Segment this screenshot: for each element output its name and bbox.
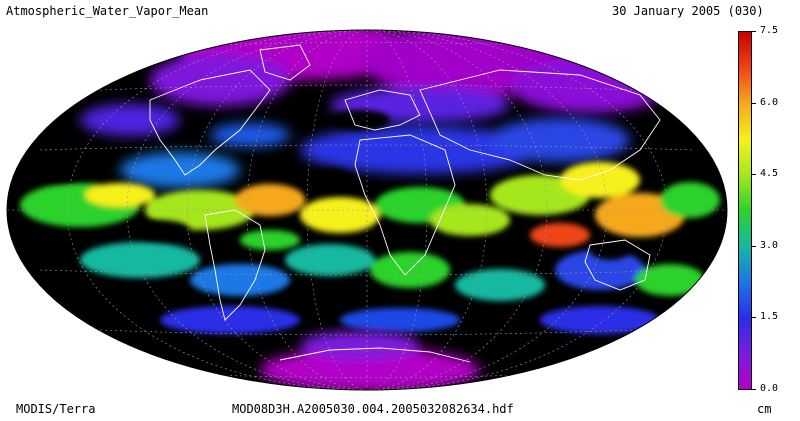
legend-tick-label: 1.5 [760,311,779,323]
legend-tick-mark [752,174,756,176]
graticule [7,30,727,390]
coastlines [149,44,661,363]
map-title: Atmospheric_Water_Vapor_Mean [6,4,209,18]
legend-unit: cm [757,402,772,416]
map-date: 30 January 2005 (030) [612,4,764,18]
legend-tick-mark [752,102,756,104]
sensor-label: MODIS/Terra [16,402,96,416]
legend-tick-label: 0.0 [760,383,779,394]
legend-tick-label: 4.5 [760,168,779,180]
legend-tick-label: 6.0 [760,96,779,108]
legend-tick-label: 3.0 [760,239,779,251]
color-legend-bar [738,31,752,390]
legend-tick-mark [752,245,756,247]
tropical-band [20,162,720,250]
world-map [6,29,728,391]
globe-outline [6,29,728,391]
legend-tick-mark [752,389,756,390]
antarctic-region [260,331,480,390]
legend-tick-label: 7.5 [760,25,779,36]
filename-label: MOD08D3H.A2005030.004.2005032082634.hdf [232,402,514,416]
mid-latitude-north [120,118,630,188]
legend-tick-mark [752,317,756,319]
missing-data-gaps [30,110,630,260]
legend-tick-mark [752,31,756,32]
globe-surface [7,30,727,390]
